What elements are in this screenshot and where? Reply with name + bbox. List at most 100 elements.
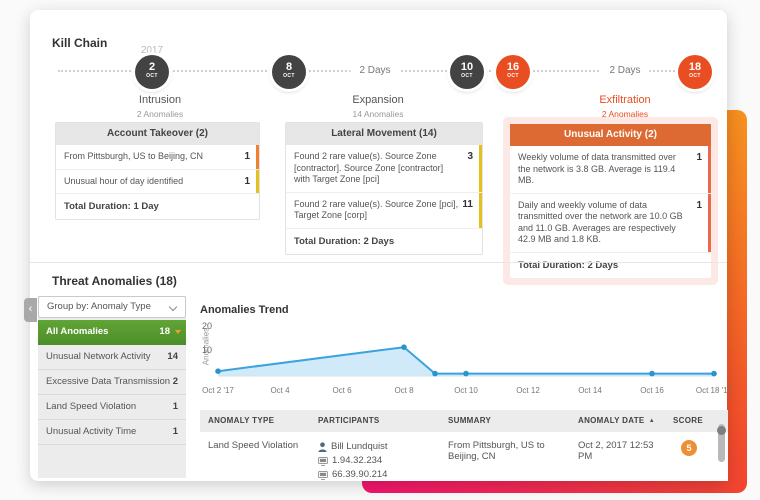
group-by-dropdown[interactable]: Group by: Anomaly Type [38, 296, 186, 318]
anomaly-text: Weekly volume of data transmitted over t… [518, 152, 676, 185]
anomaly-count: 3 [467, 151, 473, 162]
collapse-panel-button[interactable]: ‹ [24, 298, 37, 322]
node-day: 2 [148, 61, 156, 73]
list-item-count: 2 [172, 376, 178, 387]
card-lateral-movement: Lateral Movement (14) Found 2 rare value… [285, 122, 483, 255]
x-tick-label: Oct 18 '17 [695, 386, 733, 395]
caret-down-icon [175, 330, 181, 334]
score-badge[interactable]: 5 [681, 440, 697, 456]
list-item-count: 1 [172, 401, 178, 412]
anomaly-row[interactable]: Found 2 rare value(s). Source Zone [cont… [286, 145, 482, 193]
node-month: OCT [507, 73, 519, 79]
collapse-arrow-icon: ‹ [28, 303, 33, 315]
participant-ip: 1.94.32.234 [332, 455, 383, 466]
anomaly-text: From Pittsburgh, US to Beijing, CN [64, 151, 204, 161]
chevron-down-icon [168, 302, 178, 312]
phase-count: 2 Anomalies [601, 109, 649, 119]
anomaly-text: Unusual hour of day identified [64, 175, 184, 186]
sort-ascending-icon[interactable]: ▲ [648, 418, 655, 424]
anomaly-row[interactable]: From Pittsburgh, US to Beijing, CN 1 [56, 145, 259, 170]
severity-bar [479, 192, 482, 228]
header-label: ANOMALY DATE [578, 416, 645, 425]
timeline-node-oct-2[interactable]: 2 OCT [135, 55, 169, 89]
list-item-label: Unusual Network Activity [46, 351, 151, 362]
anomaly-row[interactable]: Unusual hour of day identified 1 [56, 169, 259, 194]
anomaly-count: 1 [244, 175, 250, 187]
trend-line-plot [215, 344, 717, 377]
card-unusual-activity-highlight: Unusual Activity (2) Weekly volume of da… [503, 117, 718, 285]
header-summary[interactable]: SUMMARY [448, 416, 492, 425]
list-item-count: 14 [167, 351, 178, 362]
severity-bar [256, 145, 259, 169]
group-by-label: Group by: Anomaly Type [47, 301, 151, 312]
cell-score: 5 [665, 440, 728, 481]
anomalies-trend-title: Anomalies Trend [200, 304, 289, 316]
anomaly-text: Daily and weekly volume of data transmit… [518, 199, 683, 245]
table-row[interactable]: Land Speed Violation Bill Lundquist 1.94… [200, 432, 728, 481]
list-item-label: Land Speed Violation [46, 401, 137, 412]
card-header: Account Takeover (2) [56, 123, 259, 145]
section-divider [30, 262, 727, 263]
card-footer: Total Duration: 2 Days [518, 259, 619, 271]
timeline-node-oct-8[interactable]: 8 OCT [272, 55, 306, 89]
anomaly-count: 11 [462, 198, 473, 210]
anomaly-type-panel: Group by: Anomaly Type All Anomalies 18 … [38, 296, 186, 478]
header-participants[interactable]: PARTICIPANTS [318, 416, 380, 425]
node-month: OCT [461, 73, 473, 79]
user-icon [318, 442, 327, 452]
phase-intrusion: Intrusion 2 Anomalies [137, 94, 183, 119]
header-score[interactable]: SCORE [673, 416, 703, 425]
anomaly-count: 1 [696, 199, 702, 211]
phase-name: Expansion [352, 94, 404, 106]
anomaly-text: Found 2 rare value(s). Source Zone [cont… [294, 151, 444, 184]
node-month: OCT [689, 73, 701, 79]
x-tick-label: Oct 12 [516, 386, 540, 395]
anomalies-table: ANOMALY TYPE PARTICIPANTS SUMMARY ANOMAL… [200, 410, 728, 481]
cell-summary: From Pittsburgh, US to Beijing, CN [448, 440, 545, 462]
header-anomaly-date[interactable]: ANOMALY DATE ▲ [570, 410, 665, 432]
timeline-node-oct-18[interactable]: 18 OCT [678, 55, 712, 89]
y-tick-label: 20 [201, 321, 212, 331]
list-item-unusual-network-activity[interactable]: Unusual Network Activity 14 [38, 345, 186, 370]
timeline-gap-label: 2 Days [350, 65, 400, 76]
phase-exfiltration: Exfiltration 2 Anomalies [599, 94, 650, 119]
anomaly-row[interactable]: Weekly volume of data transmitted over t… [510, 146, 711, 194]
participant-name: Bill Lundquist [331, 441, 388, 452]
table-scrollbar[interactable] [717, 424, 726, 462]
x-tick-label: Oct 8 [394, 386, 414, 395]
list-item-unusual-activity-time[interactable]: Unusual Activity Time 1 [38, 420, 186, 445]
list-item-all-anomalies[interactable]: All Anomalies 18 [38, 320, 186, 345]
timeline-node-oct-16[interactable]: 16 OCT [496, 55, 530, 89]
card-footer: Total Duration: 1 Day [64, 201, 159, 212]
node-day: 10 [460, 61, 474, 73]
anomaly-count: 1 [244, 151, 250, 162]
computer-icon [318, 456, 328, 466]
cell-anomaly-date: Oct 2, 2017 12:53 PM [578, 440, 654, 462]
severity-bar [708, 146, 711, 193]
card-account-takeover: Account Takeover (2) From Pittsburgh, US… [55, 122, 260, 220]
list-item-count: 1 [172, 426, 178, 437]
x-tick-label: Oct 4 [270, 386, 290, 395]
node-day: 18 [688, 61, 702, 73]
timeline-node-oct-10[interactable]: 10 OCT [450, 55, 484, 89]
timeline-gap-label: 2 Days [600, 65, 650, 76]
cell-participants: Bill Lundquist 1.94.32.234 66.39.90.214 [310, 440, 440, 481]
phase-count: 14 Anomalies [352, 109, 404, 119]
y-tick-label: 10 [201, 345, 212, 355]
x-tick-label: Oct 6 [332, 386, 352, 395]
phase-count: 2 Anomalies [136, 109, 184, 119]
threat-anomalies-title: Threat Anomalies (18) [52, 274, 177, 288]
list-item-count: 18 [159, 326, 170, 337]
list-item-excessive-data-transmission[interactable]: Excessive Data Transmission 2 [38, 370, 186, 395]
card-footer: Total Duration: 2 Days [294, 235, 395, 247]
anomaly-row[interactable]: Daily and weekly volume of data transmit… [510, 193, 711, 253]
x-tick-label: Oct 2 '17 [202, 386, 234, 395]
header-anomaly-type[interactable]: ANOMALY TYPE [208, 416, 275, 425]
severity-bar [256, 169, 259, 193]
anomaly-row[interactable]: Found 2 rare value(s). Source Zone [pci]… [286, 192, 482, 229]
node-day: 8 [285, 61, 293, 73]
list-item-label: Excessive Data Transmission [46, 376, 171, 387]
cell-anomaly-type: Land Speed Violation [208, 440, 299, 451]
list-item-land-speed-violation[interactable]: Land Speed Violation 1 [38, 395, 186, 420]
x-tick-label: Oct 10 [454, 386, 478, 395]
